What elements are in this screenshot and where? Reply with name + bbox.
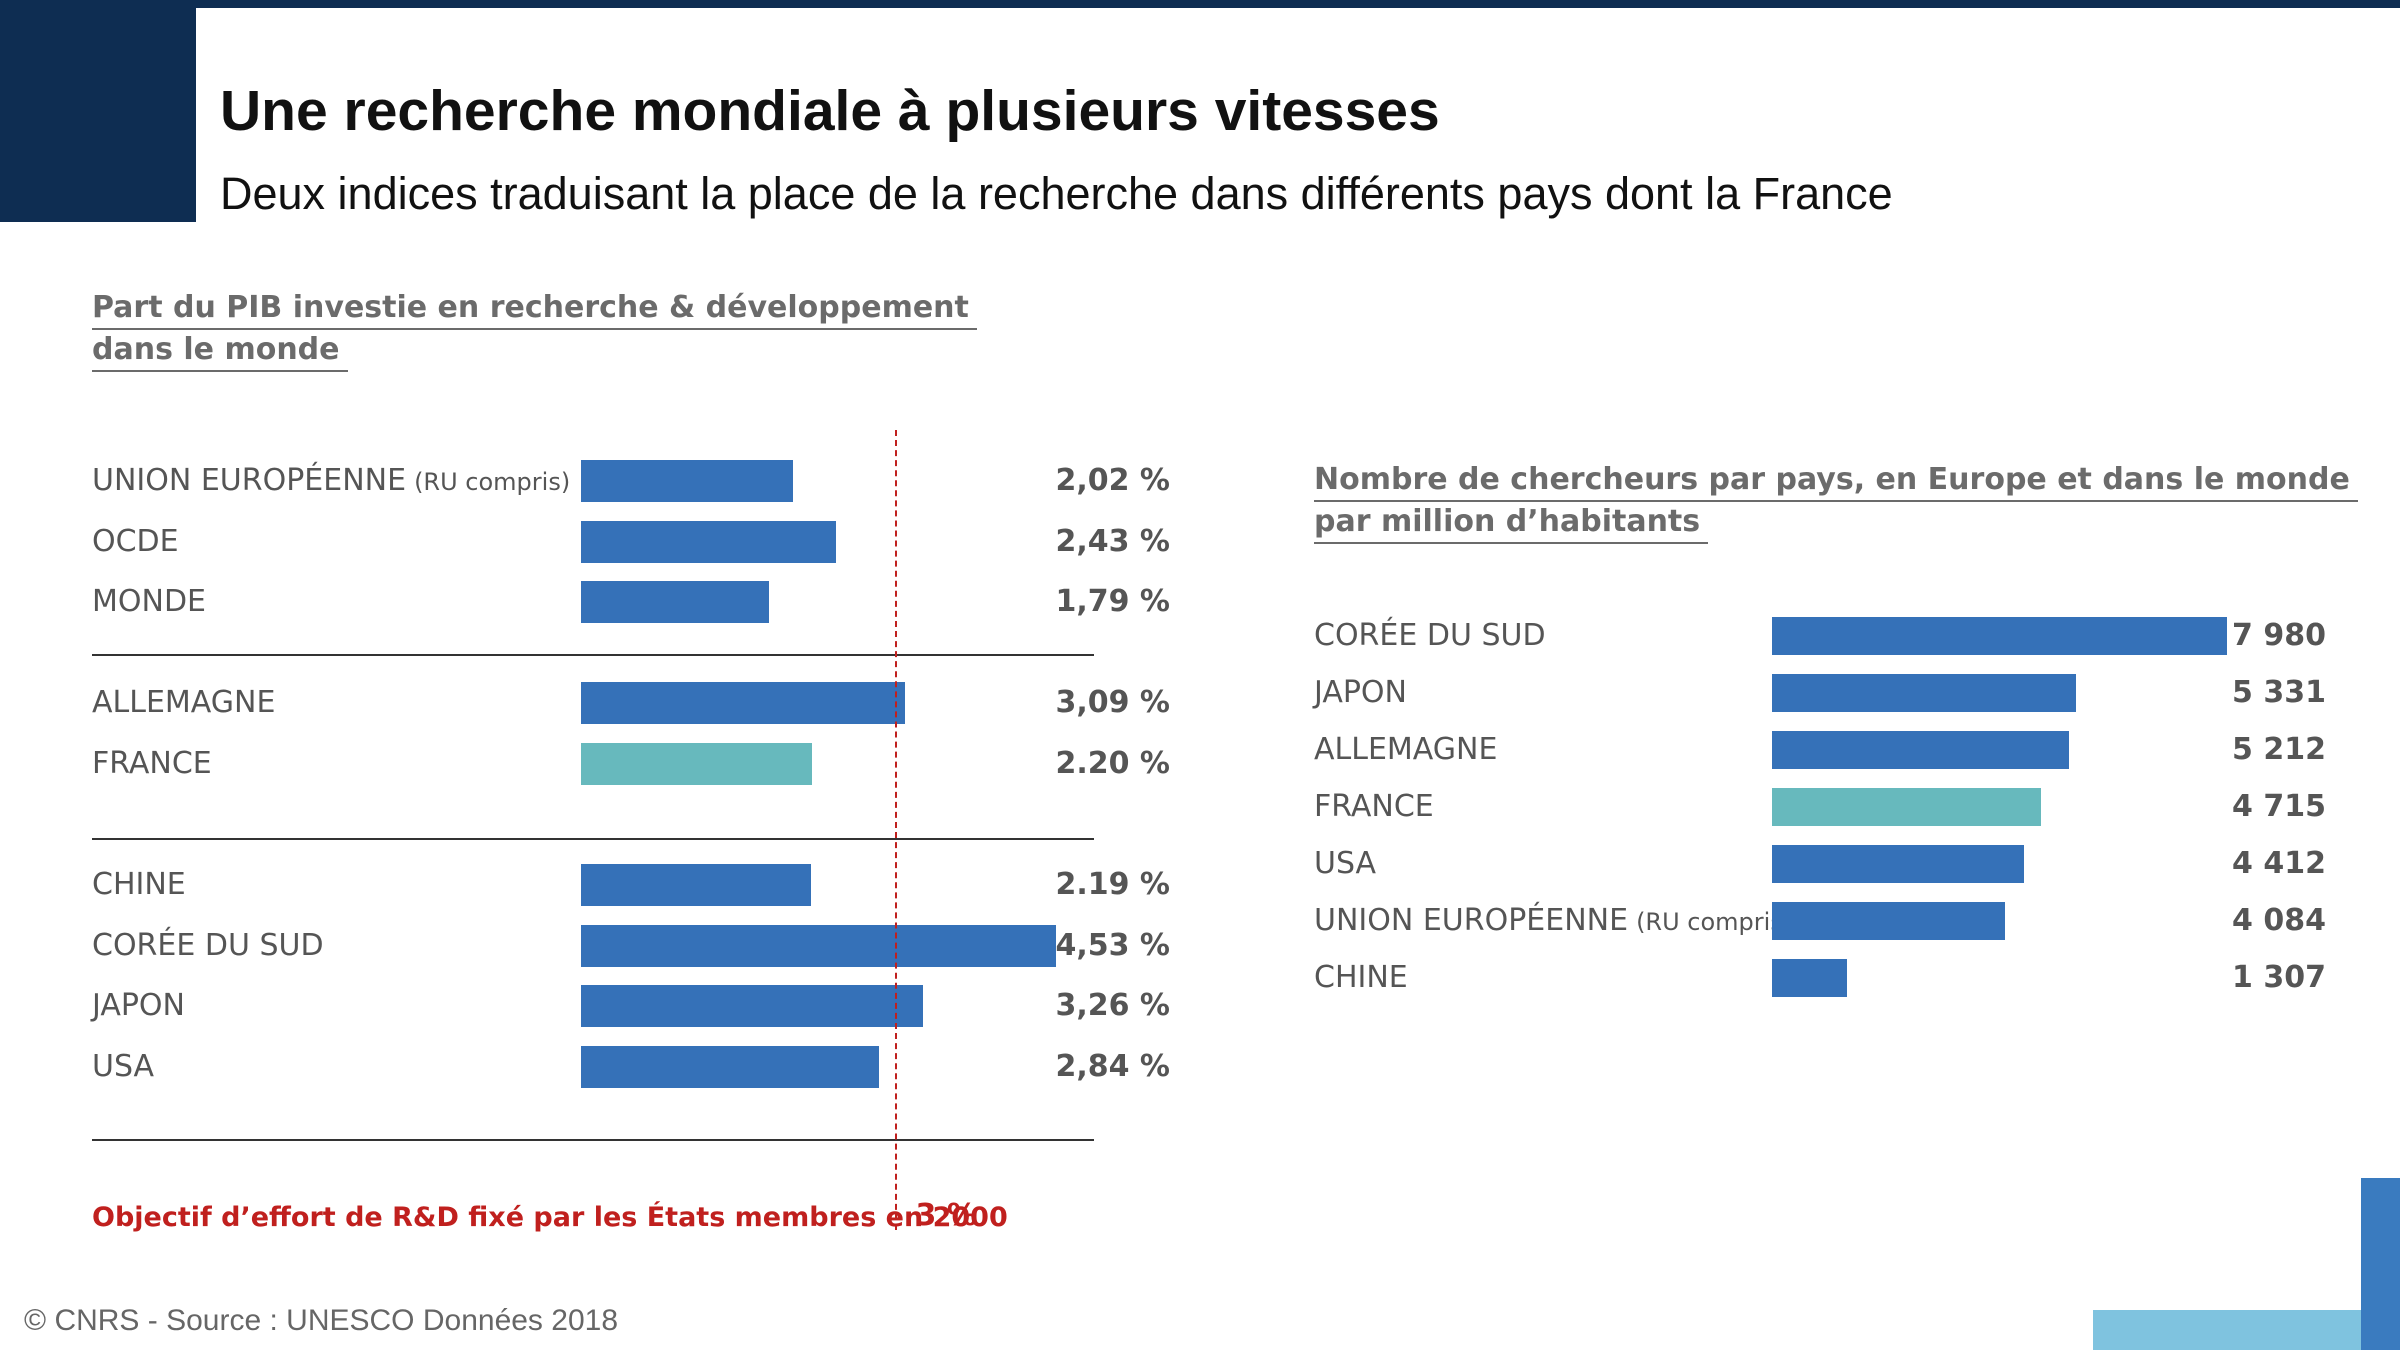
rd-bar-coree-du-sud	[581, 924, 1056, 967]
researchers-label-chine: CHINE	[1314, 960, 1408, 995]
target-label: Objectif d’effort de R&D fixé par les Ét…	[92, 1202, 1008, 1233]
target-threshold-line	[894, 430, 897, 1230]
researchers-bar-chine	[1772, 959, 1847, 997]
target-value: 3 %	[915, 1198, 977, 1233]
rd-value-allemagne: 3,09 %	[1055, 685, 1170, 720]
rd-bar-union-europeenne	[581, 460, 793, 502]
researchers-label-allemagne: ALLEMAGNE	[1314, 732, 1498, 767]
rd-bar-france	[581, 742, 812, 785]
researchers-bar-allemagne	[1772, 731, 2070, 769]
corner-decoration-horizontal	[2093, 1310, 2361, 1350]
top-accent-bar	[0, 0, 2400, 8]
rd-bar-allemagne	[581, 682, 905, 724]
researchers-bar-union-europeenne	[1772, 902, 2005, 940]
researchers-value-usa: 4 412	[2232, 846, 2326, 881]
researchers-bar-coree-du-sud	[1772, 617, 2227, 655]
page-title: Une recherche mondiale à plusieurs vites…	[220, 79, 1440, 143]
researchers-value-coree-du-sud: 7 980	[2232, 618, 2326, 653]
rd-value-ocde: 2,43 %	[1055, 523, 1170, 559]
rd-value-japon: 3,26 %	[1055, 988, 1170, 1023]
corner-decoration-vertical	[2361, 1178, 2400, 1350]
rd-label-ocde: OCDE	[92, 523, 179, 559]
rd-bar-usa	[581, 1045, 879, 1088]
rd-bar-japon	[581, 985, 923, 1027]
rd-bar-chine	[581, 864, 811, 906]
researchers-label-france: FRANCE	[1314, 789, 1434, 824]
researchers-label-coree-du-sud: CORÉE DU SUD	[1314, 618, 1546, 653]
researchers-value-france: 4 715	[2232, 789, 2326, 824]
rd-value-france: 2.20 %	[1055, 745, 1170, 781]
researchers-chart-title: Nombre de chercheurs par pays, en Europe…	[1314, 460, 2358, 544]
header-corner-block	[0, 0, 196, 222]
rd-label-chine: CHINE	[92, 867, 186, 902]
rd-chart-title-line-1: Part du PIB investie en recherche & déve…	[92, 288, 977, 330]
researchers-value-japon: 5 331	[2232, 675, 2326, 710]
rd-value-usa: 2,84 %	[1055, 1048, 1170, 1084]
rd-bar-ocde	[581, 520, 836, 563]
rd-bar-monde	[581, 581, 769, 623]
page-subtitle: Deux indices traduisant la place de la r…	[220, 168, 1893, 219]
researchers-value-chine: 1 307	[2232, 960, 2326, 995]
rd-value-union-europeenne: 2,02 %	[1055, 463, 1170, 498]
researchers-value-allemagne: 5 212	[2232, 732, 2326, 767]
researchers-bar-france	[1772, 788, 2041, 826]
researchers-label-union-europeenne: UNION EUROPÉENNE (RU compris)	[1314, 903, 1793, 938]
rd-label-monde: MONDE	[92, 584, 206, 619]
rd-value-chine: 2.19 %	[1055, 867, 1170, 902]
rd-chart-title-line-2: dans le monde	[92, 330, 348, 372]
source-credit: © CNRS - Source : UNESCO Données 2018	[24, 1304, 619, 1337]
rd-value-monde: 1,79 %	[1055, 584, 1170, 619]
group-divider	[92, 1139, 1094, 1141]
rd-label-union-europeenne: UNION EUROPÉENNE (RU compris)	[92, 463, 571, 498]
rd-label-usa: USA	[92, 1048, 155, 1084]
group-divider	[92, 654, 1094, 656]
rd-label-france: FRANCE	[92, 745, 212, 781]
rd-label-allemagne: ALLEMAGNE	[92, 685, 276, 720]
researchers-value-union-europeenne: 4 084	[2232, 903, 2326, 938]
researchers-label-japon: JAPON	[1314, 675, 1407, 710]
rd-label-coree-du-sud: CORÉE DU SUD	[92, 927, 324, 963]
researchers-bar-japon	[1772, 674, 2076, 712]
rd-chart-title: Part du PIB investie en recherche & déve…	[92, 288, 977, 372]
rd-label-japon: JAPON	[92, 988, 185, 1023]
researchers-bar-usa	[1772, 845, 2024, 883]
rd-value-coree-du-sud: 4,53 %	[1055, 927, 1170, 963]
researchers-label-usa: USA	[1314, 846, 1377, 881]
researchers-chart-title-line-1: Nombre de chercheurs par pays, en Europe…	[1314, 460, 2358, 502]
researchers-chart-title-line-2: par million d’habitants	[1314, 502, 1709, 544]
group-divider	[92, 838, 1094, 840]
